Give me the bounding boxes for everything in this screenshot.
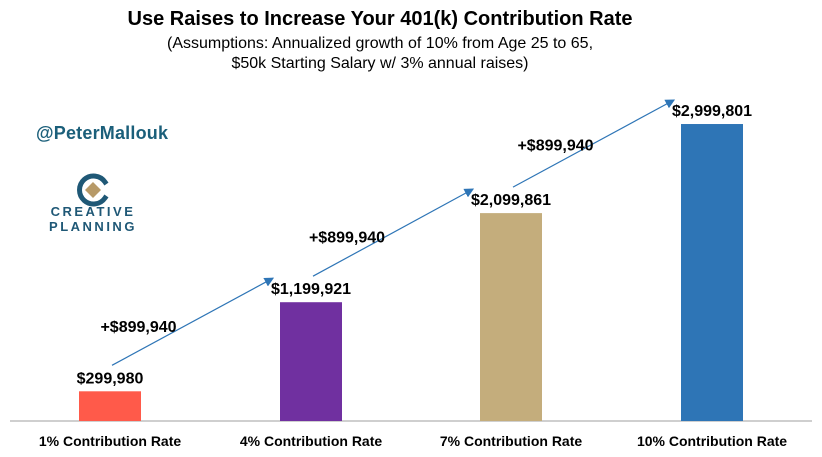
increase-label-3: +$899,940 — [517, 138, 593, 155]
chart-subtitle-line-1: (Assumptions: Annualized growth of 10% f… — [167, 35, 593, 52]
category-label-2: 4% Contribution Rate — [240, 433, 383, 449]
increase-arrow-3 — [512, 99, 676, 188]
creative-planning-logo-line-1: CREATIVE — [51, 204, 136, 219]
chart-subtitle-line-2: $50k Starting Salary w/ 3% annual raises… — [231, 55, 528, 72]
creative-planning-logo: CREATIVE PLANNING — [49, 173, 137, 234]
category-label-4: 10% Contribution Rate — [637, 433, 787, 449]
increase-arrow-2 — [312, 188, 475, 277]
chart-title: Use Raises to Increase Your 401(k) Contr… — [128, 8, 633, 30]
bar-value-label-1: $299,980 — [77, 370, 144, 387]
bar-value-label-2: $1,199,921 — [271, 281, 351, 298]
creative-planning-logo-mark-icon — [77, 173, 109, 207]
brand-handle: @PeterMallouk — [36, 123, 169, 143]
bar-4 — [681, 124, 743, 421]
increase-arrow-1 — [111, 277, 275, 366]
bar-value-label-4: $2,999,801 — [672, 103, 752, 120]
creative-planning-logo-line-2: PLANNING — [49, 219, 137, 234]
chart-plot: $299,980 1% Contribution Rate $1,199,921 4%… — [10, 99, 812, 449]
category-label-3: 7% Contribution Rate — [440, 433, 583, 449]
bar-3 — [480, 213, 542, 421]
bar-1 — [79, 391, 141, 421]
increase-label-2: +$899,940 — [309, 230, 385, 247]
category-label-1: 1% Contribution Rate — [39, 433, 182, 449]
bar-value-label-3: $2,099,861 — [471, 192, 551, 209]
increase-label-1: +$899,940 — [100, 319, 176, 336]
bar-2 — [280, 302, 342, 421]
